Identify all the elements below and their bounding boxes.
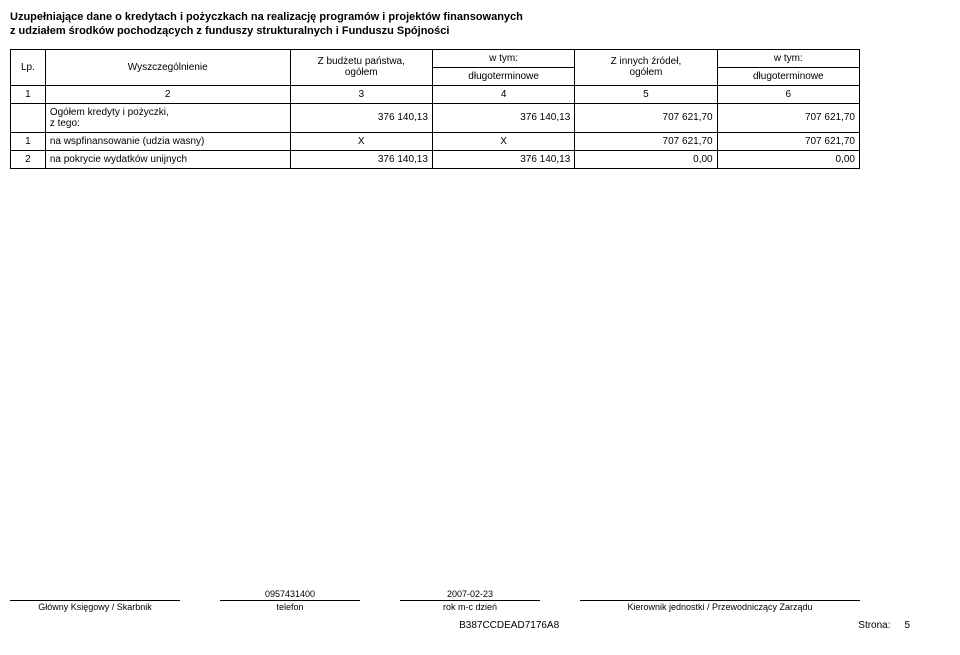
cell-lp: 2 [11,150,46,168]
table-row: Ogółem kredyty i pożyczki, z tego: 376 1… [11,103,860,132]
date-label: rok m-c dzień [400,600,540,612]
cell-v4: 376 140,13 [432,150,574,168]
cell-v4: 376 140,13 [432,103,574,132]
sig-label-accountant: Główny Księgowy / Skarbnik [10,600,180,612]
cell-desc: na pokrycie wydatków unijnych [45,150,290,168]
cell-desc: na wspfinansowanie (udzia wasny) [45,132,290,150]
cell-v4: X [432,132,574,150]
table-row: 2 na pokrycie wydatków unijnych 376 140,… [11,150,860,168]
cell-desc: Ogółem kredyty i pożyczki, z tego: [45,103,290,132]
document-hash: B387CCDEAD7176A8 [160,620,858,631]
th-lp: Lp. [11,49,46,85]
cell-v3: 376 140,13 [290,103,432,132]
sig-label-manager: Kierownik jednostki / Przewodniczący Zar… [580,600,860,612]
page-label: Strona: [858,620,890,631]
th-dlugo-2: długoterminowe [717,67,859,85]
cell-lp [11,103,46,132]
cell-lp: 1 [11,132,46,150]
th-dlugo-1: długoterminowe [432,67,574,85]
sig-value [580,589,860,600]
phone-label: telefon [220,600,360,612]
th-desc: Wyszczególnienie [45,49,290,85]
cell-v5: 707 621,70 [575,103,717,132]
phone-value: 0957431400 [220,589,360,600]
cell-v3: X [290,132,432,150]
colnum-4: 4 [432,85,574,103]
table-row: 1 na wspfinansowanie (udzia wasny) X X 7… [11,132,860,150]
th-budget: Z budżetu państwa, ogółem [290,49,432,85]
colnum-2: 2 [45,85,290,103]
cell-v3: 376 140,13 [290,150,432,168]
page-num-value: 5 [904,620,910,631]
sig-value [10,589,180,600]
document-title: Uzupełniające dane o kredytach i pożyczk… [10,10,950,39]
cell-v5: 707 621,70 [575,132,717,150]
data-table: Lp. Wyszczególnienie Z budżetu państwa, … [10,49,860,169]
th-other: Z innych źródeł, ogółem [575,49,717,85]
header-row-1: Lp. Wyszczególnienie Z budżetu państwa, … [11,49,860,67]
colnum-3: 3 [290,85,432,103]
title-line2: z udziałem środków pochodzących z fundus… [10,25,449,37]
cell-v6: 707 621,70 [717,132,859,150]
cell-v5: 0,00 [575,150,717,168]
colnum-5: 5 [575,85,717,103]
colnum-row: 1 2 3 4 5 6 [11,85,860,103]
page-number: Strona: 5 [858,620,910,631]
th-wtym-1: w tym: [432,49,574,67]
page-bottom: B387CCDEAD7176A8 Strona: 5 [10,620,910,631]
cell-v6: 0,00 [717,150,859,168]
colnum-6: 6 [717,85,859,103]
cell-v6: 707 621,70 [717,103,859,132]
title-line1: Uzupełniające dane o kredytach i pożyczk… [10,11,523,23]
th-wtym-2: w tym: [717,49,859,67]
footer-signatures: Główny Księgowy / Skarbnik 0957431400 te… [10,589,910,612]
date-value: 2007-02-23 [400,589,540,600]
colnum-1: 1 [11,85,46,103]
